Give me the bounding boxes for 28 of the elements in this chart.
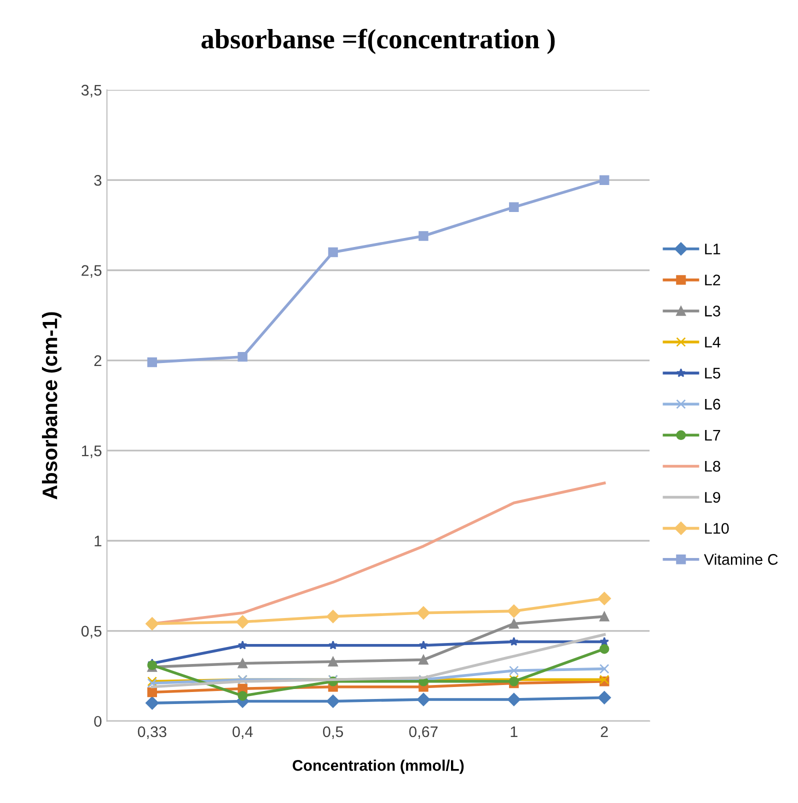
y-tick-label: 0 — [94, 716, 102, 727]
x-tick-label: 0,67 — [409, 726, 438, 739]
x-tick-label: 0,4 — [232, 726, 253, 739]
y-tick-label: 2,5 — [82, 265, 102, 278]
y-tick-label: 2 — [94, 355, 102, 366]
legend-label: L5 — [705, 368, 720, 379]
legend-label: L1 — [705, 244, 720, 254]
legend-label: L3 — [705, 306, 720, 316]
y-axis-title: Absorbance (cm-1) — [42, 312, 62, 500]
y-tick-label: 3 — [94, 174, 102, 186]
legend-label: L2 — [705, 274, 720, 286]
chart-title: absorbanse =f(concentration ) — [201, 28, 555, 54]
x-tick-label: 0,33 — [138, 726, 166, 739]
legend-label: L7 — [705, 430, 720, 441]
legend-label: L8 — [705, 460, 720, 472]
legend-label: L4 — [705, 336, 720, 348]
x-tick-label: 0,5 — [323, 726, 344, 739]
y-tick-label: 1 — [94, 536, 102, 546]
y-tick-label: 0,5 — [81, 626, 102, 638]
x-axis-title: Concentration (mmol/L) — [292, 760, 464, 774]
legend-label: L6 — [705, 398, 720, 410]
legend-label: L9 — [705, 492, 720, 503]
x-tick-label: 1 — [510, 726, 518, 738]
legend-label: L10 — [705, 522, 729, 534]
x-tick-label: 2 — [600, 726, 608, 738]
y-tick-label: 1,5 — [82, 446, 102, 458]
y-tick-label: 3,5 — [81, 84, 102, 98]
legend-label: Vitamine C — [704, 554, 778, 565]
